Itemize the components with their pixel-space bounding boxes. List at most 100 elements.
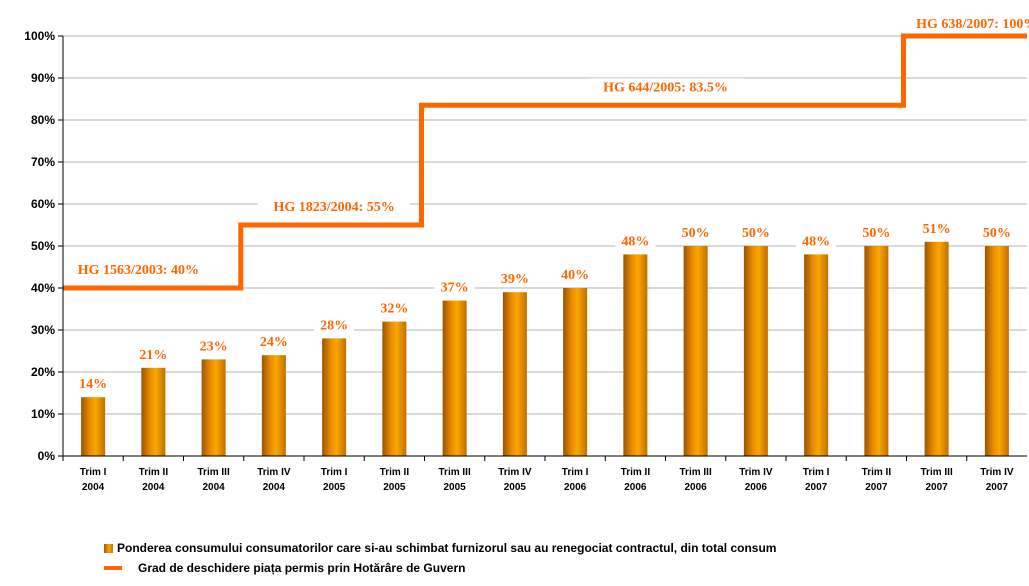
- bar: [201, 359, 226, 456]
- x-tick-label: Trim IV: [980, 467, 1014, 478]
- bar-label-backdrop: [856, 225, 897, 241]
- bar: [984, 246, 1009, 456]
- x-tick-label-year: 2007: [865, 482, 888, 493]
- x-tick-label: Trim III: [198, 467, 230, 478]
- bar: [864, 246, 889, 456]
- bar: [683, 246, 708, 456]
- x-tick-label: Trim II: [621, 467, 651, 478]
- step-line-layer: [63, 33, 1027, 291]
- y-tick-label: 80%: [31, 113, 55, 127]
- step-annotations-layer: HG 1563/2003: 40% HG 1823/2004: 55% HG 644…: [62, 15, 1029, 278]
- x-tick-label-year: 2004: [142, 482, 165, 493]
- x-tick-label: Trim IV: [498, 467, 532, 478]
- bar-label-backdrop: [976, 225, 1017, 241]
- y-tick-labels: 0% 10% 20% 30% 40% 50% 60% 70% 80% 90% 100%: [24, 29, 55, 463]
- annotation-backdrop: [62, 261, 215, 278]
- x-tick-label-year: 2004: [82, 482, 105, 493]
- bar-label: 51%: [923, 222, 951, 237]
- bar-label: 37%: [441, 281, 469, 296]
- y-tick-label: 30%: [31, 323, 55, 337]
- bar-label: 14%: [79, 377, 107, 392]
- bar-label: 21%: [139, 348, 167, 363]
- bar-label: 40%: [561, 268, 589, 283]
- bar-label-backdrop: [73, 376, 114, 393]
- x-tick-label-year: 2004: [263, 482, 286, 493]
- x-tick-label: Trim IV: [739, 467, 773, 478]
- y-tick-label: 100%: [24, 29, 55, 43]
- legend-bars-label: Ponderea consumului consumatorilor care …: [117, 541, 777, 555]
- step-annotation: HG 1563/2003: 40%: [78, 263, 199, 278]
- x-tick-label-year: 2004: [203, 482, 226, 493]
- bar: [502, 292, 527, 456]
- x-tick-label-year: 2007: [986, 482, 1009, 493]
- y-tick-label: 40%: [31, 281, 55, 295]
- bar-label: 32%: [380, 302, 408, 317]
- annotation-backdrop: [258, 198, 411, 215]
- chart: 14% 21% 23% 24% 28% 32% 37% 39% 40% 48% 50% 50% 48% 5…: [24, 15, 1029, 493]
- bar: [804, 254, 829, 456]
- step-annotation: HG 644/2005: 83.5%: [603, 80, 728, 95]
- bar-label: 28%: [320, 318, 348, 333]
- bar-label: 50%: [742, 226, 770, 241]
- x-tick-label: Trim III: [439, 467, 471, 478]
- bar-label: 23%: [200, 339, 228, 354]
- y-tick-label: 50%: [31, 239, 55, 253]
- step-annotation: HG 1823/2004: 55%: [273, 200, 394, 215]
- bar: [81, 397, 106, 456]
- bar: [743, 246, 768, 456]
- bar-label-backdrop: [494, 271, 535, 288]
- legend-line-swatch: [104, 566, 122, 570]
- x-tick-label-year: 2007: [926, 482, 949, 493]
- bar-label-backdrop: [253, 334, 294, 351]
- bar-label: 48%: [802, 234, 830, 249]
- x-tick-label-year: 2005: [444, 482, 467, 493]
- bar-labels-layer: 14% 21% 23% 24% 28% 32% 37% 39% 40% 48% 50% 50% 48% 5…: [73, 220, 1017, 393]
- bar-label: 39%: [501, 272, 529, 287]
- bar-label-backdrop: [434, 279, 475, 296]
- legend-line-label: Grad de deschidere piața permis prin Hot…: [138, 561, 466, 575]
- bar-label-backdrop: [916, 220, 957, 237]
- bar-label: 24%: [260, 335, 288, 350]
- bar-label: 50%: [862, 226, 890, 241]
- x-tick-label-year: 2006: [564, 482, 587, 493]
- bar-label-backdrop: [796, 233, 837, 250]
- step-line: [63, 33, 1027, 291]
- x-tick-label-year: 2006: [685, 482, 708, 493]
- bar: [442, 300, 467, 456]
- bar-label-backdrop: [675, 225, 716, 241]
- annotation-backdrop: [904, 15, 1029, 32]
- x-tick-label-year: 2005: [323, 482, 346, 493]
- bar-label: 48%: [621, 234, 649, 249]
- legend-item-line: Grad de deschidere piața permis prin Hot…: [104, 561, 465, 575]
- bars-layer: [81, 241, 1009, 456]
- bar-label-backdrop: [133, 346, 174, 363]
- x-tick-label: Trim I: [803, 467, 830, 478]
- y-tick-label: 0%: [38, 449, 56, 463]
- bar-label: 50%: [682, 226, 710, 241]
- x-tick-label-year: 2006: [745, 482, 768, 493]
- bar-label-backdrop: [314, 317, 355, 334]
- bar: [924, 241, 949, 456]
- y-tick-label: 90%: [31, 71, 55, 85]
- step-annotation: HG 638/2007: 100%: [916, 17, 1029, 32]
- x-tick-label-year: 2007: [805, 482, 828, 493]
- annotation-backdrop: [585, 78, 746, 96]
- bar: [623, 254, 648, 456]
- bar-label-backdrop: [374, 300, 415, 317]
- legend-bar-swatch: [104, 543, 113, 553]
- bar-label-backdrop: [735, 225, 776, 241]
- x-tick-label-year: 2006: [624, 482, 647, 493]
- x-tick-label: Trim IV: [257, 467, 291, 478]
- x-tick-label: Trim I: [321, 467, 348, 478]
- bar: [322, 338, 347, 456]
- x-tick-label: Trim I: [80, 467, 107, 478]
- bar-label-backdrop: [615, 233, 656, 250]
- bar: [261, 355, 286, 456]
- x-tick-label: Trim II: [139, 467, 169, 478]
- bar-label-backdrop: [555, 267, 596, 283]
- x-tick-label: Trim II: [862, 467, 892, 478]
- y-tick-label: 20%: [31, 365, 55, 379]
- x-tick-label: Trim III: [680, 467, 712, 478]
- bar-label-backdrop: [193, 338, 234, 355]
- bar: [141, 367, 166, 456]
